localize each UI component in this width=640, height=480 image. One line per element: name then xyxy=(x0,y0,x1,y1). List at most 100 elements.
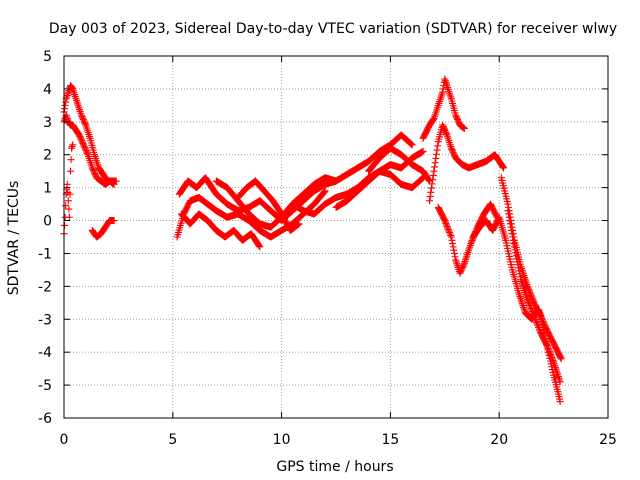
data-point xyxy=(509,233,517,241)
data-points xyxy=(60,75,565,406)
x-tick-label: 5 xyxy=(168,432,177,448)
data-point xyxy=(557,355,565,363)
chart-title: Day 003 of 2023, Sidereal Day-to-day VTE… xyxy=(49,21,617,37)
data-point xyxy=(320,188,328,196)
data-point xyxy=(320,188,328,196)
data-point xyxy=(510,243,518,251)
data-point xyxy=(504,200,512,208)
data-point xyxy=(431,159,439,167)
data-point xyxy=(77,109,85,117)
data-point xyxy=(93,158,101,166)
data-point xyxy=(463,250,471,258)
data-point xyxy=(514,261,522,269)
x-tick-label: 20 xyxy=(490,432,508,448)
series-sat-n xyxy=(419,75,468,142)
data-point xyxy=(83,149,91,157)
data-point xyxy=(430,167,438,175)
data-point xyxy=(443,221,451,229)
plot-frame xyxy=(63,55,609,419)
data-point xyxy=(407,140,415,148)
data-point xyxy=(444,133,452,141)
data-point xyxy=(71,92,79,100)
data-point xyxy=(504,210,512,218)
data-point xyxy=(534,322,542,330)
x-tick-label: 10 xyxy=(273,432,291,448)
data-point xyxy=(110,217,118,225)
y-tick-label: -3 xyxy=(38,312,52,328)
data-point xyxy=(525,285,533,293)
data-point xyxy=(531,314,539,322)
y-tick-label: -1 xyxy=(38,246,52,262)
data-point xyxy=(466,241,474,249)
data-point xyxy=(548,354,556,362)
data-point xyxy=(447,232,455,240)
data-point xyxy=(437,92,445,100)
data-point xyxy=(67,156,75,164)
data-point xyxy=(448,236,456,244)
y-tick-label: 4 xyxy=(43,82,52,98)
data-point xyxy=(511,246,519,254)
data-point xyxy=(447,93,455,101)
y-tick-label: 3 xyxy=(43,115,52,131)
data-point xyxy=(71,91,79,99)
data-point xyxy=(84,127,92,135)
y-tick-label: -5 xyxy=(38,378,52,394)
data-point xyxy=(62,202,70,210)
data-point xyxy=(543,342,551,350)
data-point xyxy=(449,243,457,251)
y-tick-label: 5 xyxy=(43,49,52,65)
data-point xyxy=(86,156,94,164)
data-point xyxy=(427,188,435,196)
data-point xyxy=(515,267,523,275)
series-sat-m xyxy=(365,144,434,185)
data-point xyxy=(460,261,468,269)
data-point xyxy=(321,187,329,195)
data-point xyxy=(531,315,539,323)
data-point xyxy=(507,223,515,231)
data-point xyxy=(426,193,434,201)
data-point xyxy=(462,256,470,264)
series-sat-c xyxy=(60,141,77,238)
axis-ticks: 0 5 10 15 20 25 -6 -5 -4 -3 -2 -1 0 1 2 3 4 5 xyxy=(38,49,617,448)
y-tick-label: 0 xyxy=(43,214,52,230)
data-point xyxy=(67,167,75,175)
data-point xyxy=(465,245,473,253)
data-point xyxy=(526,302,534,310)
series-sat-d xyxy=(88,217,118,241)
data-point xyxy=(512,252,520,260)
series-sat-h xyxy=(212,177,307,231)
x-axis-label: GPS time / hours xyxy=(276,459,393,475)
series-sat-p xyxy=(434,200,501,277)
data-point xyxy=(460,124,468,132)
data-point xyxy=(516,273,524,281)
data-point xyxy=(527,305,535,313)
data-point xyxy=(295,220,303,228)
data-point xyxy=(444,226,452,234)
data-point xyxy=(449,240,457,248)
data-point xyxy=(520,303,528,311)
data-point xyxy=(445,139,453,147)
data-point xyxy=(549,357,557,365)
data-point xyxy=(432,154,440,162)
data-point xyxy=(76,107,84,115)
data-point xyxy=(535,325,543,333)
data-point xyxy=(84,129,92,137)
data-point xyxy=(85,153,93,161)
data-point xyxy=(427,184,435,192)
series-sat-a xyxy=(60,82,120,185)
x-tick-label: 15 xyxy=(381,432,399,448)
y-axis-label: SDTVAR / TECUs xyxy=(6,181,22,296)
data-point xyxy=(438,90,446,98)
data-point xyxy=(447,142,455,150)
data-point xyxy=(533,319,541,327)
data-point xyxy=(418,175,426,183)
data-point xyxy=(529,309,537,317)
data-point xyxy=(91,153,99,161)
data-point xyxy=(506,217,514,225)
data-point xyxy=(74,100,82,108)
data-point xyxy=(450,246,458,254)
data-point xyxy=(523,282,531,290)
data-point xyxy=(528,294,536,302)
data-point xyxy=(546,349,554,357)
